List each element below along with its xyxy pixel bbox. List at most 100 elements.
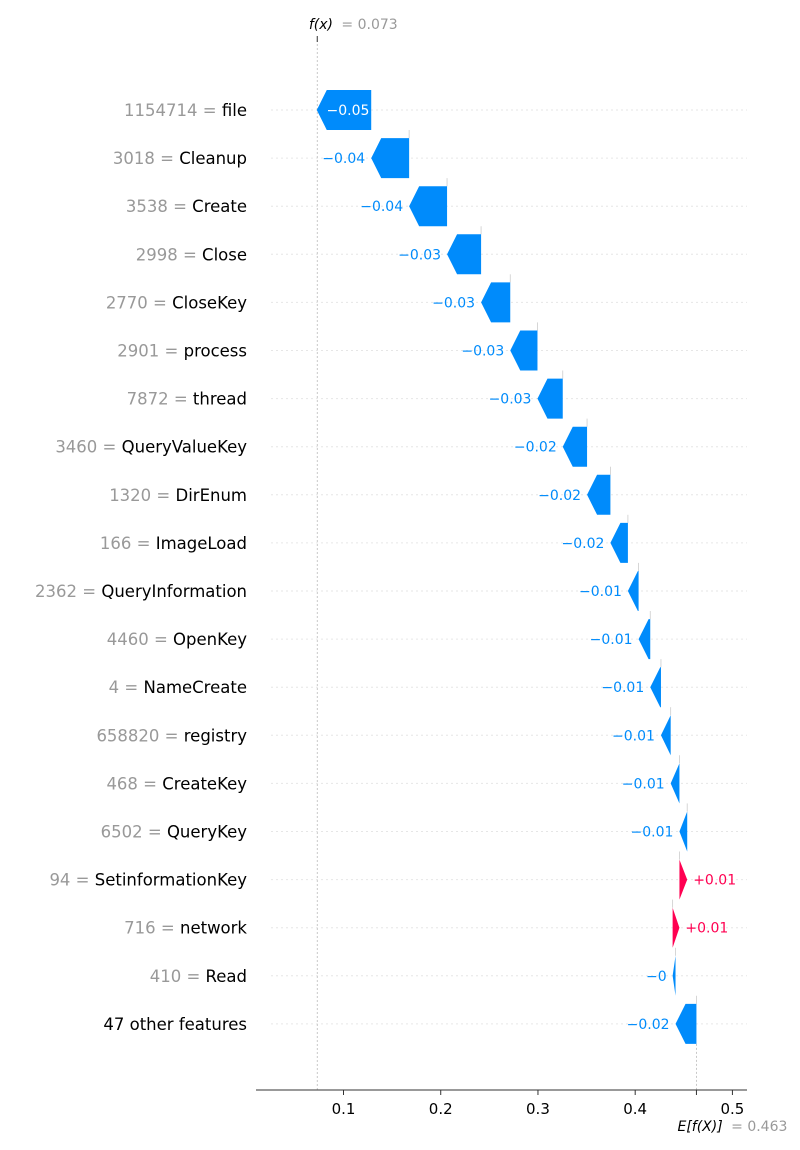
x-axis-ticks: 0.1 0.2 0.3 0.4 0.5 [332, 1090, 744, 1118]
contribution-bar [672, 907, 680, 948]
contribution-label: −0.02 [627, 1017, 670, 1033]
feature-name: ImageLoad [156, 534, 247, 553]
feature-value: 2770 = [106, 293, 172, 312]
contribution-label: −0.02 [538, 488, 581, 504]
contribution-label: +0.01 [693, 873, 736, 889]
feature-name: QueryValueKey [122, 438, 248, 457]
x-tick-label: 0.3 [526, 1100, 550, 1118]
feature-label: 3538 = Create [126, 197, 247, 216]
feature-name: QueryInformation [101, 582, 247, 601]
contribution-label: −0.01 [601, 680, 644, 696]
feature-value: 1154714 = [124, 101, 222, 120]
feature-name: CloseKey [172, 293, 247, 312]
contribution-bar [672, 955, 676, 996]
contribution-bar [409, 186, 448, 227]
feature-label: 4460 = OpenKey [107, 630, 248, 649]
feature-value: 716 = [124, 919, 180, 938]
contribution-bar [627, 571, 639, 611]
feature-label: 7872 = thread [127, 390, 247, 409]
contribution-bar [587, 474, 611, 515]
contribution-label: −0.03 [489, 392, 532, 408]
feature-label: 3460 = QueryValueKey [55, 438, 247, 457]
contribution-bar [670, 763, 680, 804]
feature-value: 3538 = [126, 197, 192, 216]
feature-value: 3018 = [113, 149, 179, 168]
contribution-label: −0.01 [590, 632, 633, 648]
feature-name: Read [206, 967, 247, 986]
x-tick-label: 0.5 [720, 1100, 744, 1118]
contribution-label: −0.01 [631, 825, 674, 841]
feature-name: Close [202, 245, 247, 264]
feature-name: 47 other features [103, 1015, 247, 1034]
feature-name: Cleanup [179, 149, 247, 168]
efx-annotation: E[f(X)] = 0.463 [677, 1119, 787, 1135]
contribution-bar [371, 138, 410, 179]
feature-value: 7872 = [127, 390, 193, 409]
feature-label: 658820 = registry [96, 726, 247, 745]
fx-value: = 0.073 [341, 17, 397, 33]
fx-annotation: f(x) = 0.073 [309, 17, 398, 33]
contribution-label: +0.01 [685, 921, 728, 937]
feature-value: 1320 = [109, 486, 175, 505]
contribution-label: −0.01 [579, 584, 622, 600]
feature-value: 658820 = [96, 726, 183, 745]
efx-value: = 0.463 [731, 1119, 787, 1135]
feature-label: 410 = Read [150, 967, 247, 986]
feature-label: 1320 = DirEnum [109, 486, 247, 505]
feature-name: NameCreate [143, 678, 247, 697]
feature-name: QueryKey [167, 823, 247, 842]
feature-value: 3460 = [55, 438, 121, 457]
feature-value: 2998 = [136, 245, 202, 264]
contribution-label: −0 [646, 969, 667, 985]
contribution-bar [650, 667, 661, 708]
feature-label: 2998 = Close [136, 245, 247, 264]
contribution-label: −0.02 [514, 440, 557, 456]
feature-name: Create [192, 197, 247, 216]
x-tick-label: 0.4 [623, 1100, 647, 1118]
feature-value: 468 = [106, 774, 162, 793]
feature-name: thread [193, 390, 247, 409]
feature-name: network [180, 919, 247, 938]
contribution-bar [562, 426, 588, 467]
contribution-bar [660, 715, 671, 756]
contribution-bar [679, 811, 688, 852]
feature-label: 2362 = QueryInformation [35, 582, 247, 601]
feature-name: SetinformationKey [95, 871, 247, 890]
x-tick-label: 0.2 [429, 1100, 453, 1118]
feature-name: process [184, 342, 247, 361]
feature-name: DirEnum [176, 486, 248, 505]
feature-label: 166 = ImageLoad [100, 534, 247, 553]
feature-name: CreateKey [162, 774, 247, 793]
row-gridlines [271, 109, 747, 1025]
contribution-label: −0.03 [432, 295, 475, 311]
feature-label: 1154714 = file [124, 101, 247, 120]
contribution-bar [679, 859, 688, 900]
contribution-bar [447, 234, 482, 275]
contribution-bar [610, 522, 628, 563]
bar-connectors [408, 130, 697, 1004]
feature-labels: −0.05 1154714 = file −0.04 3018 = Cleanup −0… [35, 101, 736, 1034]
feature-name: registry [184, 726, 247, 745]
x-tick-label: 0.1 [332, 1100, 356, 1118]
contribution-label: −0.01 [612, 728, 655, 744]
feature-label: 2770 = CloseKey [106, 293, 247, 312]
feature-label: 3018 = Cleanup [113, 149, 247, 168]
feature-value: 410 = [150, 967, 206, 986]
feature-label: 4 = NameCreate [109, 678, 247, 697]
fx-label: f(x) [309, 17, 333, 33]
feature-label: 2901 = process [117, 342, 247, 361]
feature-value: 4 = [109, 678, 144, 697]
feature-label: 716 = network [124, 919, 247, 938]
feature-value: 2901 = [117, 342, 183, 361]
contribution-label: −0.02 [561, 536, 604, 552]
contribution-label: −0.01 [622, 776, 665, 792]
feature-label: 47 other features [103, 1015, 247, 1034]
contribution-bar [510, 330, 538, 371]
contribution-bars [316, 90, 697, 1044]
feature-name: file [222, 101, 247, 120]
contribution-bar [481, 282, 511, 323]
contribution-label: −0.04 [360, 199, 403, 215]
feature-label: 94 = SetinformationKey [49, 871, 247, 890]
contribution-label: −0.03 [398, 247, 441, 263]
